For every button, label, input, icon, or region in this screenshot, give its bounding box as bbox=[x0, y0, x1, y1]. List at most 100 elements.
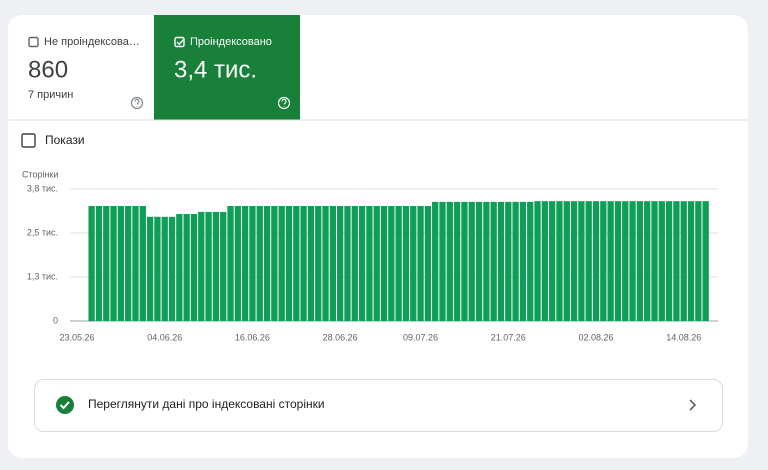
bar bbox=[315, 206, 322, 321]
bar bbox=[541, 201, 548, 321]
link-box bbox=[34, 379, 723, 432]
x-tick-label: 04.06.26 bbox=[147, 332, 182, 342]
bar bbox=[424, 206, 432, 321]
x-tick-label: 14.08.26 bbox=[666, 332, 701, 342]
bar bbox=[271, 206, 278, 321]
bar bbox=[563, 201, 570, 321]
help-icon-glyph bbox=[134, 98, 140, 107]
bar bbox=[263, 206, 271, 321]
bar bbox=[103, 206, 110, 321]
checkbox bbox=[174, 36, 185, 48]
link-card[interactable]: Переглянути дані про індексовані сторінк… bbox=[34, 379, 723, 432]
bar bbox=[110, 206, 117, 321]
toggle-label[interactable]: Покази bbox=[45, 133, 85, 147]
bar bbox=[198, 211, 205, 321]
bar bbox=[505, 201, 512, 321]
bar bbox=[241, 206, 249, 321]
bar bbox=[446, 201, 453, 321]
x-tick-label: 23.05.26 bbox=[59, 332, 94, 342]
tab-subtitle: 7 причин bbox=[28, 89, 73, 101]
bar bbox=[439, 201, 446, 321]
bar bbox=[322, 206, 329, 321]
checkbox bbox=[21, 133, 36, 148]
bar bbox=[453, 201, 461, 321]
success-check bbox=[59, 401, 70, 410]
bar bbox=[344, 206, 351, 321]
bar bbox=[366, 206, 373, 321]
bar bbox=[139, 206, 146, 321]
bar bbox=[519, 201, 527, 321]
y-tick-label: 1,3 тис. bbox=[27, 271, 58, 281]
bar bbox=[329, 206, 336, 321]
bar bbox=[183, 214, 190, 321]
bar bbox=[607, 201, 614, 321]
bar bbox=[497, 201, 505, 321]
bar bbox=[227, 206, 234, 321]
checkbox-check bbox=[176, 39, 184, 46]
help-icon-glyph bbox=[281, 98, 287, 107]
bar bbox=[300, 206, 307, 321]
bar bbox=[256, 206, 263, 321]
bar bbox=[644, 201, 651, 321]
bar bbox=[483, 201, 490, 321]
bar bbox=[161, 216, 168, 321]
bar bbox=[117, 206, 125, 321]
bar bbox=[307, 206, 315, 321]
bar bbox=[665, 201, 673, 321]
bar bbox=[176, 214, 183, 321]
chevron bbox=[689, 399, 697, 411]
bar bbox=[168, 216, 176, 321]
bar bbox=[512, 201, 519, 321]
tab-not-indexed[interactable]: Не проіндексова… 860 7 причин bbox=[28, 36, 144, 110]
bar bbox=[432, 201, 439, 321]
bar bbox=[380, 206, 388, 321]
x-tick-label: 09.07.26 bbox=[403, 332, 438, 342]
checkbox bbox=[28, 36, 39, 48]
bar bbox=[461, 201, 468, 321]
bar bbox=[629, 201, 636, 321]
bar bbox=[673, 201, 680, 321]
bar bbox=[293, 206, 300, 321]
help-icon[interactable] bbox=[130, 96, 144, 110]
bar bbox=[578, 201, 585, 321]
bar bbox=[146, 216, 154, 321]
bar bbox=[402, 206, 410, 321]
bar bbox=[388, 206, 395, 321]
bar bbox=[395, 206, 402, 321]
y-tick-label: 0 bbox=[53, 315, 58, 325]
link-label: Переглянути дані про індексовані сторінк… bbox=[88, 397, 325, 411]
bar bbox=[278, 206, 285, 321]
help-icon[interactable] bbox=[277, 96, 291, 110]
bar bbox=[95, 206, 103, 321]
bar bbox=[351, 206, 358, 321]
x-tick-label: 02.08.26 bbox=[578, 332, 613, 342]
y-tick-label: 3,8 тис. bbox=[27, 183, 58, 193]
y-axis-label: Сторінки bbox=[22, 169, 58, 179]
bar bbox=[695, 201, 702, 321]
bar bbox=[358, 206, 366, 321]
bar bbox=[249, 206, 256, 321]
bar bbox=[600, 201, 607, 321]
bar bbox=[373, 206, 380, 321]
bar bbox=[212, 211, 220, 321]
bar bbox=[132, 206, 139, 321]
bar bbox=[585, 201, 592, 321]
bar bbox=[417, 206, 424, 321]
bar bbox=[651, 201, 658, 321]
x-tick-label: 16.06.26 bbox=[235, 332, 270, 342]
bar bbox=[190, 214, 198, 321]
bar bbox=[125, 206, 132, 321]
bar bbox=[490, 201, 497, 321]
bar bbox=[549, 201, 556, 321]
bar bbox=[680, 201, 687, 321]
bar bbox=[154, 216, 161, 321]
bar bbox=[337, 206, 344, 321]
tab-label: Проіндексовано bbox=[190, 36, 272, 48]
bar bbox=[592, 201, 600, 321]
bar bbox=[658, 201, 665, 321]
bar bbox=[636, 201, 644, 321]
tab-indexed[interactable]: Проіндексовано 3,4 тис. bbox=[154, 15, 300, 120]
bar bbox=[614, 201, 622, 321]
